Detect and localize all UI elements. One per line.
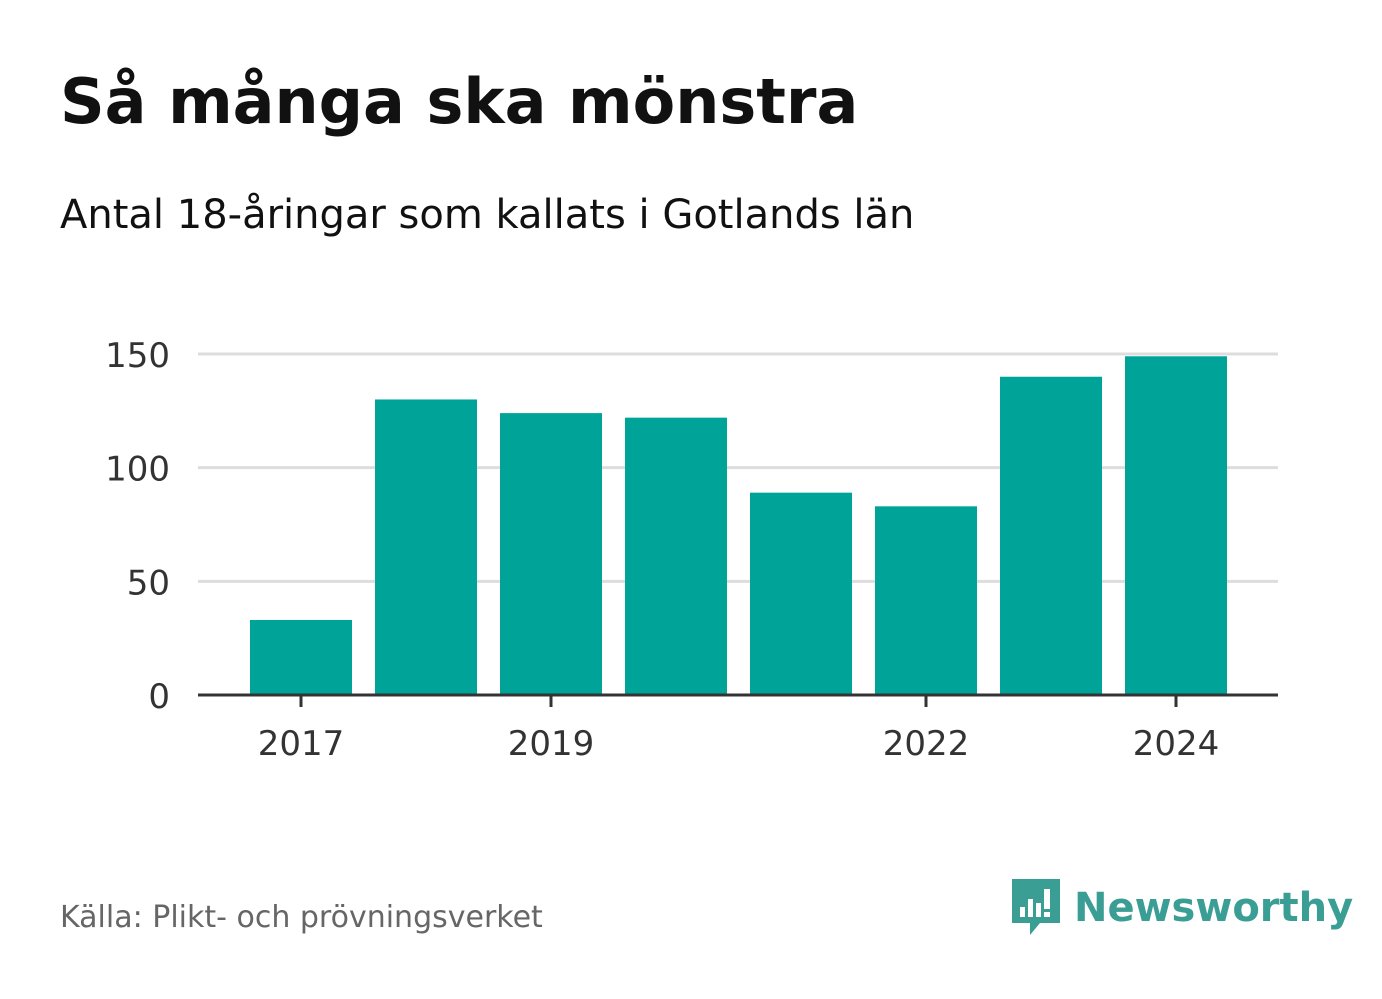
chart-title: Så många ska mönstra bbox=[60, 65, 859, 138]
newsworthy-logo-icon bbox=[1012, 879, 1060, 935]
bar-2018 bbox=[375, 399, 477, 695]
bar-2021 bbox=[750, 492, 852, 695]
bar-chart: 0 50 100 150 2017 2019 2022 2024 bbox=[105, 336, 1278, 764]
chart-subtitle: Antal 18-åringar som kallats i Gotlands … bbox=[60, 192, 915, 238]
bar-2020 bbox=[625, 417, 727, 695]
y-tick-label: 50 bbox=[127, 563, 170, 603]
axes: 0 50 100 150 2017 2019 2022 2024 bbox=[105, 336, 1278, 764]
y-tick-label: 100 bbox=[105, 450, 170, 490]
brand-logo: Newsworthy bbox=[1010, 878, 1353, 938]
x-tick-label: 2019 bbox=[508, 724, 595, 764]
bar-2023 bbox=[1000, 376, 1102, 695]
brand-name: Newsworthy bbox=[1074, 885, 1354, 931]
bar-2024 bbox=[1125, 356, 1227, 695]
y-tick-label: 0 bbox=[148, 677, 170, 717]
x-tick-label: 2022 bbox=[883, 724, 970, 764]
bar-2022 bbox=[875, 506, 977, 695]
bars bbox=[250, 356, 1227, 695]
y-tick-label: 150 bbox=[105, 336, 170, 376]
source-note: Källa: Plikt- och prövningsverket bbox=[60, 900, 543, 935]
bar-2017 bbox=[250, 619, 352, 695]
grid-lines bbox=[198, 352, 1278, 583]
x-tick-label: 2017 bbox=[258, 724, 345, 764]
x-tick-label: 2024 bbox=[1133, 724, 1220, 764]
bar-2019 bbox=[500, 413, 602, 695]
